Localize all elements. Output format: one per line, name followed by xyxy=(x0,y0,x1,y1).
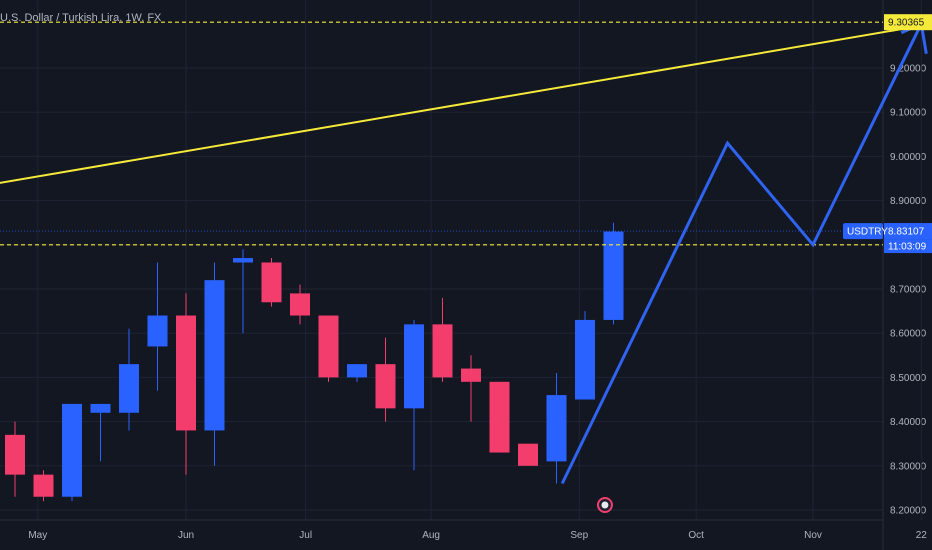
symbol-badge-label: USDTRY xyxy=(847,227,888,238)
x-tick-label: Aug xyxy=(422,530,440,541)
x-tick-label: Nov xyxy=(804,530,822,541)
candle-body[interactable] xyxy=(575,319,595,400)
candle-body[interactable] xyxy=(546,395,567,462)
y-tick-label: 9.00000 xyxy=(890,152,927,163)
candle-body[interactable] xyxy=(119,364,139,413)
candle-body[interactable] xyxy=(233,258,253,263)
x-tick-label: 22 xyxy=(916,530,928,541)
y-tick-label: 8.40000 xyxy=(890,417,927,428)
y-tick-label: 8.20000 xyxy=(890,506,927,517)
candle-body[interactable] xyxy=(90,403,111,413)
candle-body[interactable] xyxy=(204,280,225,431)
x-tick-label: May xyxy=(28,530,47,541)
countdown-label: 11:03:09 xyxy=(888,242,927,253)
chart-title: U.S. Dollar / Turkish Lira, 1W, FX xyxy=(0,12,162,24)
x-tick-label: Jun xyxy=(178,530,194,541)
event-flag-dot xyxy=(601,501,609,509)
candle-body[interactable] xyxy=(62,403,82,497)
candle-body[interactable] xyxy=(5,434,25,475)
y-tick-label: 9.10000 xyxy=(890,108,927,119)
candle-body[interactable] xyxy=(318,315,339,378)
candle-body[interactable] xyxy=(290,293,310,316)
candle-body[interactable] xyxy=(176,315,196,431)
candle-body[interactable] xyxy=(603,231,624,320)
candle-body[interactable] xyxy=(432,324,453,378)
y-tick-label: 9.20000 xyxy=(890,64,927,75)
candle-body[interactable] xyxy=(33,474,54,497)
symbol-badge xyxy=(843,223,883,240)
candle-body[interactable] xyxy=(347,364,367,378)
x-tick-label: Jul xyxy=(299,530,312,541)
candle-body[interactable] xyxy=(147,315,168,347)
countdown-badge xyxy=(884,239,932,254)
price-badge xyxy=(884,223,932,240)
candle-body[interactable] xyxy=(375,364,396,409)
candle-body[interactable] xyxy=(518,443,538,466)
y-tick-label: 8.70000 xyxy=(890,285,927,296)
candle-body[interactable] xyxy=(489,381,510,453)
trendline[interactable] xyxy=(0,19,932,194)
y-tick-label: 8.60000 xyxy=(890,329,927,340)
projection-path[interactable] xyxy=(560,23,923,485)
y-tick-label: 8.50000 xyxy=(890,373,927,384)
x-tick-label: Oct xyxy=(688,530,704,541)
candle-body[interactable] xyxy=(404,324,424,409)
price-badge-label: 9.30365 xyxy=(888,18,925,29)
y-tick-label: 8.30000 xyxy=(890,461,927,472)
candle-body[interactable] xyxy=(261,262,282,303)
price-badge xyxy=(884,14,932,31)
y-tick-label: 8.90000 xyxy=(890,196,927,207)
x-tick-label: Sep xyxy=(570,530,588,541)
price-badge-label: 8.83107 xyxy=(888,227,925,238)
candle-body[interactable] xyxy=(461,368,481,382)
